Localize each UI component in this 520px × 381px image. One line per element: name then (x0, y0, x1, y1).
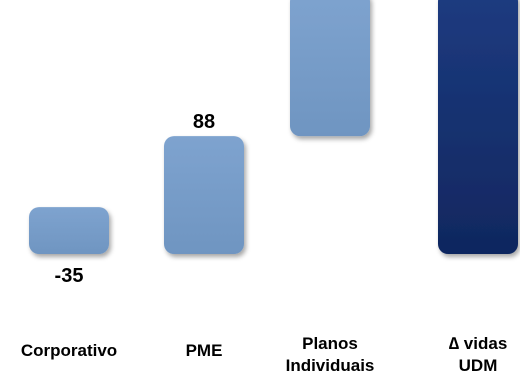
bars-group (29, 0, 518, 254)
bar-3 (438, 0, 518, 254)
category-label-0: Corporativo (21, 341, 117, 360)
value-label-1: 88 (193, 111, 215, 133)
value-labels-group: -3588108161 (55, 111, 216, 287)
bar-1 (164, 136, 244, 254)
category-label-2-line-1: Individuais (286, 356, 375, 375)
category-label-0-line-0: Corporativo (21, 341, 117, 360)
bar-0 (29, 207, 109, 254)
category-label-3-line-0: ∆ vidas (449, 334, 508, 353)
category-label-2: Planos Individuais (286, 334, 375, 375)
category-label-2-line-0: Planos (302, 334, 358, 353)
category-label-3-line-1: UDM (459, 356, 498, 375)
category-labels-group: Corporativo PME Planos Individuais ∆ vidas UD… (21, 334, 507, 375)
category-label-1-line-0: PME (186, 341, 223, 360)
value-label-0: -35 (55, 265, 84, 287)
category-label-1: PME (186, 341, 223, 360)
bar-2 (290, 0, 370, 137)
category-label-3: ∆ vidas UDM (449, 334, 508, 375)
